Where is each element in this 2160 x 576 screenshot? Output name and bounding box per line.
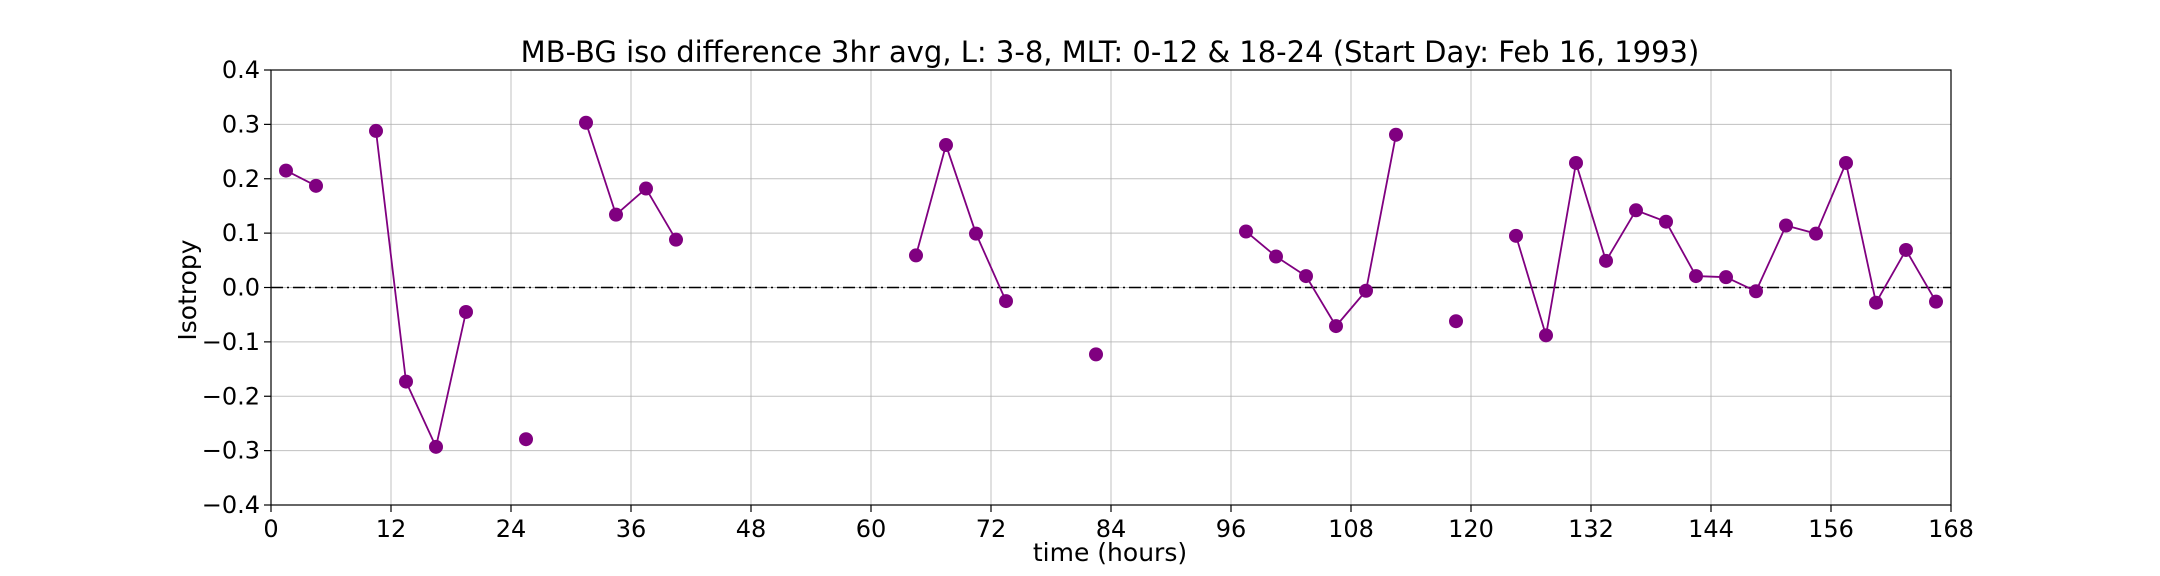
chart-title: MB-BG iso difference 3hr avg, L: 3-8, ML…: [521, 35, 1700, 69]
data-point: [519, 432, 533, 447]
x-tick-label: 24: [496, 515, 527, 543]
data-point: [1929, 294, 1943, 309]
series-line-segment: [585, 122, 677, 241]
data-point: [309, 178, 323, 193]
series-point-layer: [279, 115, 1943, 454]
data-point: [1719, 270, 1733, 285]
x-tick-label: 72: [976, 515, 1007, 543]
data-point: [609, 207, 623, 222]
x-tick-label: 48: [736, 515, 767, 543]
data-point: [579, 115, 593, 130]
x-tick-label: 60: [856, 515, 887, 543]
data-point: [1389, 127, 1403, 142]
data-point: [1329, 319, 1343, 334]
x-tick-label: 108: [1328, 515, 1374, 543]
data-point: [1749, 284, 1763, 299]
data-point: [1599, 253, 1613, 268]
data-point: [1089, 347, 1103, 362]
data-point: [1449, 314, 1463, 329]
series-line-segment: [375, 130, 467, 448]
data-point: [1899, 242, 1913, 257]
data-point: [1509, 228, 1523, 243]
x-tick-label: 132: [1568, 515, 1614, 543]
data-point: [1239, 224, 1253, 239]
data-point: [1299, 269, 1313, 284]
data-point: [1689, 269, 1703, 284]
data-point: [429, 439, 443, 454]
data-point: [459, 304, 473, 319]
data-point: [279, 163, 293, 178]
y-tick-label: 0.0: [222, 274, 260, 302]
y-tick-label: −0.4: [202, 491, 260, 519]
y-axis-label: Isotropy: [173, 239, 202, 340]
data-point: [1359, 283, 1373, 298]
data-point: [1569, 155, 1583, 170]
x-tick-label: 36: [616, 515, 647, 543]
data-point: [969, 226, 983, 241]
series-line-segment: [915, 144, 1007, 302]
data-point: [1779, 218, 1793, 233]
data-point: [399, 374, 413, 389]
x-tick-label: 12: [376, 515, 407, 543]
y-tick-label: −0.3: [202, 437, 260, 465]
data-point: [1809, 226, 1823, 241]
x-tick-label: 156: [1808, 515, 1854, 543]
data-point: [369, 123, 383, 138]
data-point: [1539, 328, 1553, 343]
data-point: [1869, 295, 1883, 310]
data-point: [669, 232, 683, 247]
data-point: [1839, 155, 1853, 170]
y-tick-label: 0.2: [222, 165, 260, 193]
data-point: [1659, 214, 1673, 229]
y-tick-label: −0.2: [202, 382, 260, 410]
data-point: [939, 138, 953, 153]
y-tick-label: 0.1: [222, 219, 260, 247]
series-line-segment: [1245, 134, 1397, 328]
data-point: [1269, 249, 1283, 264]
x-tick-label: 144: [1688, 515, 1734, 543]
data-point: [639, 181, 653, 196]
x-tick-label: 84: [1096, 515, 1127, 543]
x-axis-label: time (hours): [1033, 538, 1187, 567]
y-tick-label: 0.3: [222, 110, 260, 138]
data-point: [909, 248, 923, 263]
x-tick-label: 120: [1448, 515, 1494, 543]
series-line-segment: [1515, 162, 1937, 337]
data-point: [1629, 203, 1643, 218]
x-tick-label: 96: [1216, 515, 1247, 543]
y-tick-label: 0.4: [222, 56, 260, 84]
x-tick-label: 0: [263, 515, 278, 543]
y-tick-label: −0.1: [202, 328, 260, 356]
tick-layer: 0 12 24 36 48 60 72 84 96 108 120 132 144 156 168 −0.4 −…: [202, 56, 1974, 543]
data-point: [999, 294, 1013, 309]
x-tick-label: 168: [1928, 515, 1974, 543]
